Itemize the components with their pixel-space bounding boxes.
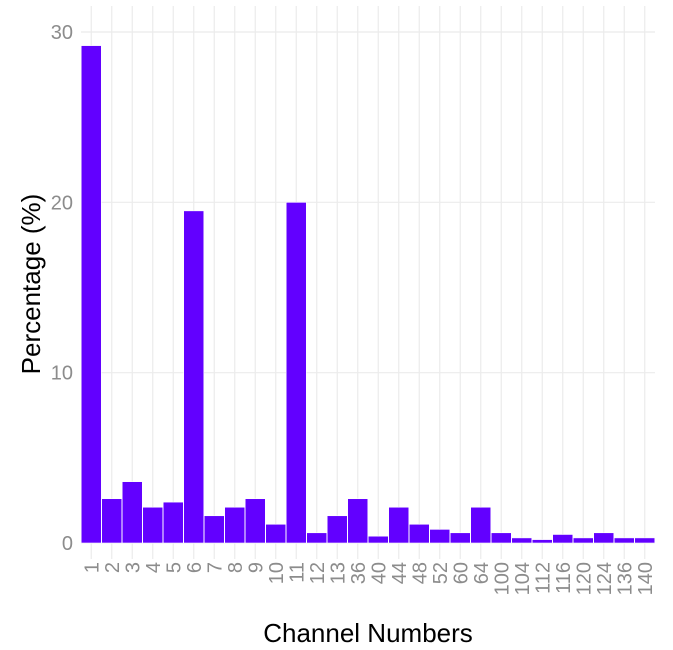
x-tick-label: 5 [163, 562, 185, 573]
bar-channel-7 [203, 515, 225, 544]
y-tick-labels: 0 10 20 30 [51, 22, 73, 555]
grid-lines [81, 6, 655, 559]
x-tick-label: 64 [471, 562, 493, 584]
x-tick-label: 100 [491, 562, 513, 595]
bar-channel-60 [449, 532, 471, 544]
x-tick-label: 116 [553, 562, 575, 594]
x-tick-label: 9 [245, 562, 267, 573]
x-tick-label: 2 [102, 562, 124, 573]
bar-channel-64 [470, 506, 492, 544]
x-tick-label: 11 [286, 562, 308, 583]
bar-channel-5 [162, 501, 184, 544]
x-tick-label: 3 [122, 562, 144, 573]
bar-channel-124 [593, 532, 615, 544]
x-tick-label: 48 [409, 562, 431, 584]
x-tick-labels: 1234567891011121336404448526064100104112… [81, 562, 657, 595]
x-tick-label: 1 [81, 562, 103, 573]
x-tick-label: 10 [266, 562, 288, 584]
x-tick-label: 4 [143, 562, 165, 573]
bar-channel-36 [347, 498, 369, 544]
x-tick-label: 7 [204, 562, 226, 573]
bar-channel-6 [183, 210, 205, 544]
x-tick-label: 52 [430, 562, 452, 584]
bar-channel-120 [572, 537, 594, 544]
x-axis-title: Channel Numbers [263, 618, 473, 648]
bar-channel-12 [306, 532, 328, 544]
x-tick-label: 60 [450, 562, 472, 584]
y-axis-title: Percentage (%) [16, 194, 46, 375]
bar-channel-3 [121, 481, 143, 544]
bar-channel-112 [531, 539, 553, 544]
bar-channel-116 [552, 534, 574, 544]
bars [80, 45, 656, 544]
bar-channel-11 [285, 202, 307, 544]
bar-channel-44 [388, 506, 410, 544]
bar-channel-140 [634, 537, 656, 544]
x-tick-label: 104 [512, 562, 534, 595]
x-tick-label: 13 [327, 562, 349, 584]
bar-channel-40 [367, 535, 389, 544]
x-tick-label: 36 [348, 562, 370, 584]
x-tick-label: 8 [225, 562, 247, 573]
bar-channel-9 [244, 498, 266, 544]
x-tick-label: 112 [532, 562, 554, 594]
bar-channel-48 [408, 523, 430, 544]
bar-channel-2 [101, 498, 123, 544]
x-tick-label: 140 [635, 562, 657, 595]
bar-channel-52 [429, 529, 451, 544]
x-tick-label: 120 [573, 562, 595, 595]
x-tick-label: 124 [594, 562, 616, 595]
y-tick-label: 10 [51, 363, 73, 385]
x-tick-label: 6 [184, 562, 206, 573]
bar-channel-136 [613, 537, 635, 544]
x-tick-label: 40 [368, 562, 390, 584]
x-tick-label: 136 [614, 562, 636, 595]
y-tick-label: 20 [51, 192, 73, 214]
y-tick-label: 30 [51, 22, 73, 44]
bar-channel-4 [142, 506, 164, 544]
bar-channel-13 [326, 515, 348, 544]
bar-channel-10 [265, 523, 287, 544]
y-tick-label: 0 [62, 533, 73, 555]
bar-channel-100 [490, 532, 512, 544]
bar-channel-1 [80, 45, 102, 544]
x-tick-label: 44 [389, 562, 411, 584]
bar-channel-104 [511, 537, 533, 544]
bar-channel-8 [224, 506, 246, 544]
x-tick-label: 12 [307, 562, 329, 584]
